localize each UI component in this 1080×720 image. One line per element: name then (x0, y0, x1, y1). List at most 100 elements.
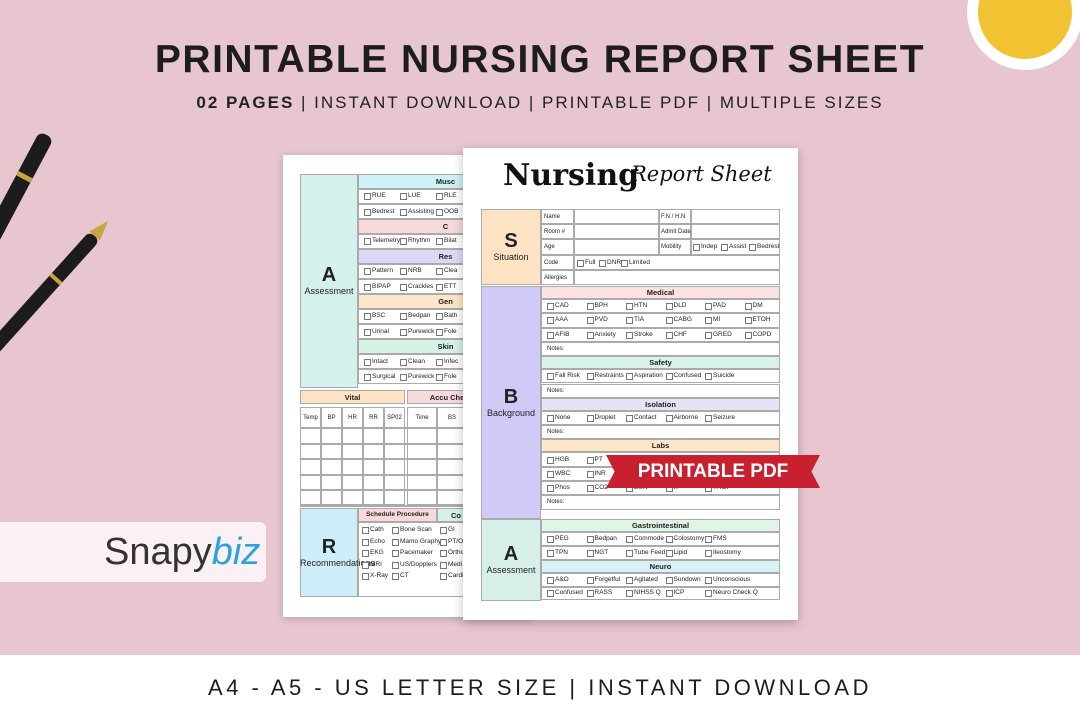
checkbox (705, 549, 712, 557)
pen (0, 133, 52, 269)
checkbox (665, 317, 673, 325)
checkbox (364, 328, 371, 336)
checkbox (436, 193, 443, 201)
field-divider (573, 239, 575, 255)
option-label: Contact (634, 413, 657, 421)
section-label: Situation (493, 252, 529, 262)
vital-column (321, 407, 342, 505)
group-title: Res (438, 251, 453, 261)
section-label: Background (486, 407, 536, 418)
option-label: Pattern (372, 267, 393, 275)
checkbox (705, 576, 712, 584)
option-row (541, 299, 780, 314)
checkbox (665, 590, 673, 598)
option-label: X-Ray (370, 572, 389, 580)
checkbox (400, 208, 407, 216)
column-label: HR (348, 415, 357, 421)
option-label: NIHSS Q (634, 589, 661, 597)
option-label: Clean (408, 357, 425, 365)
checkbox (665, 536, 673, 544)
checkbox (665, 373, 673, 381)
field-label: Age (544, 244, 555, 251)
option-label: BIPAP (372, 282, 391, 290)
option-label: Mamo Graphy (400, 537, 442, 545)
option-label: CABG (673, 316, 692, 324)
option-label: Bath (444, 312, 458, 320)
option-label: Seizure (713, 413, 736, 421)
checkbox (547, 576, 554, 584)
checkbox (626, 317, 633, 325)
option-label: Surgical (372, 372, 396, 380)
checkbox (436, 283, 443, 291)
group-title: Musc (435, 176, 456, 186)
column-label: Temp (303, 415, 318, 421)
field-label: Mobility (661, 244, 682, 251)
option-label: MRI (370, 560, 382, 568)
field-row (541, 239, 780, 255)
coffee (978, 0, 1072, 59)
option-label: Intact (372, 357, 388, 365)
checkbox (547, 470, 554, 478)
checkbox (400, 328, 407, 336)
option-label: Bilat (444, 237, 457, 245)
checkbox (744, 331, 752, 339)
option-label: Anxiety (594, 330, 616, 338)
checkbox (586, 456, 594, 464)
checkbox (364, 373, 371, 381)
checkbox (586, 303, 594, 311)
option-label: Fole (444, 327, 457, 335)
field-row (541, 209, 780, 225)
option-label: Urinal (372, 327, 389, 335)
checkbox (400, 358, 407, 366)
checkbox (440, 538, 447, 546)
checkbox (547, 317, 554, 325)
option-label: Assisting (408, 207, 435, 215)
option-row (541, 546, 780, 560)
column-label: BS (447, 415, 456, 421)
checkbox (749, 244, 756, 252)
option-label: Suicide (713, 372, 735, 380)
field-divider (573, 224, 575, 240)
option-row (541, 327, 780, 342)
checkbox (705, 373, 712, 381)
checkbox (392, 561, 399, 569)
field-row (541, 269, 780, 285)
option-row (541, 369, 780, 384)
checkbox (626, 536, 633, 544)
option-label: Bedpan (408, 312, 431, 320)
checkbox (440, 550, 447, 558)
field-label: Code (544, 259, 559, 266)
checkbox (436, 328, 443, 336)
brand-suffix: biz (211, 531, 261, 573)
option-label: Forgetful (594, 575, 621, 583)
checkbox (586, 373, 594, 381)
option-label: None (555, 413, 571, 421)
group-header (541, 286, 780, 299)
option-label: US/Dopplers (400, 560, 437, 568)
checkbox (586, 470, 594, 478)
checkbox (626, 303, 633, 311)
field-label: Allergies (544, 274, 568, 281)
option-label: Indep (701, 243, 718, 251)
option-label: ICP (673, 589, 685, 597)
checkbox (364, 238, 371, 246)
option-label: A&O (555, 575, 569, 583)
option-label: Restraints (594, 372, 624, 380)
group-title: Gastrointestinal (631, 521, 690, 531)
checkbox (626, 414, 633, 422)
option-label: HTN (634, 302, 648, 310)
checkbox (392, 527, 399, 534)
option-label: Purewick (408, 372, 435, 380)
checkbox (400, 373, 407, 381)
option-label: Confused (673, 372, 702, 380)
section-label: Assessment (486, 565, 536, 575)
checkbox (586, 549, 594, 557)
checkbox (693, 244, 700, 252)
option-label: Bone Scan (400, 526, 432, 533)
vital-column (342, 407, 363, 505)
group-title: Medical (646, 288, 675, 297)
option-row (541, 313, 780, 328)
accu-title: Accu Che (429, 393, 465, 402)
section-letter: A (503, 543, 519, 565)
